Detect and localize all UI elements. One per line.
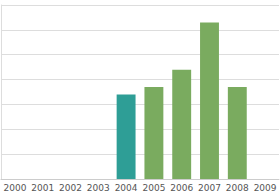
svg-text:2002: 2002 xyxy=(59,183,82,193)
svg-text:2000: 2000 xyxy=(3,183,26,193)
svg-text:2009: 2009 xyxy=(254,183,277,193)
svg-text:2001: 2001 xyxy=(31,183,54,193)
svg-text:2004: 2004 xyxy=(115,183,138,193)
svg-text:2008: 2008 xyxy=(226,183,249,193)
svg-text:2005: 2005 xyxy=(142,183,165,193)
svg-text:2007: 2007 xyxy=(198,183,221,193)
svg-text:2006: 2006 xyxy=(170,183,193,193)
svg-text:2003: 2003 xyxy=(87,183,110,193)
